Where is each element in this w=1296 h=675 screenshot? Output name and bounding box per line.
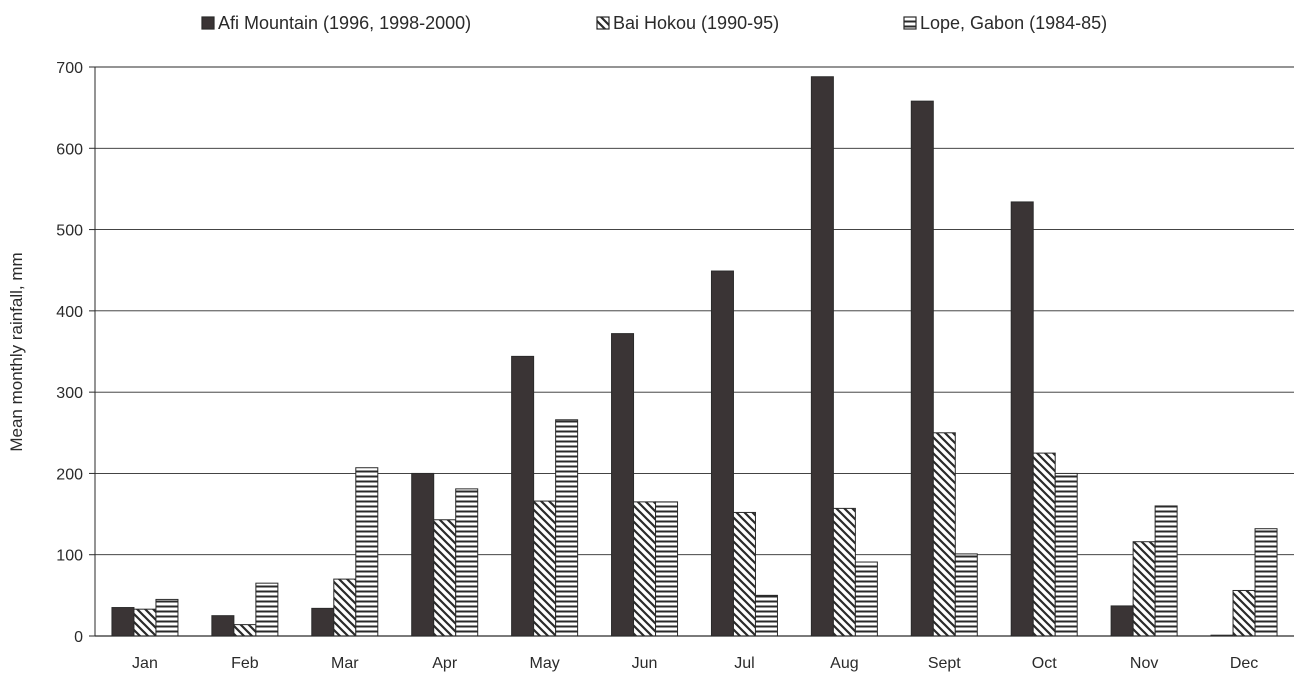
- legend-swatch-1: [201, 16, 215, 30]
- bar-oct-series-3: [1054, 472, 1078, 637]
- y-axis: 0 100 200 300 400 500 600 700: [56, 60, 96, 646]
- x-tick-label: Nov: [1130, 655, 1158, 672]
- bar-feb-series-2: [233, 624, 257, 637]
- bar-apr-series-1: [411, 472, 435, 637]
- legend-swatch-3: [903, 16, 917, 30]
- bar-jun-series-2: [633, 501, 657, 637]
- bar-jul-series-3: [754, 594, 778, 637]
- y-tick-label: 200: [56, 466, 83, 483]
- bar-jul-series-1: [710, 270, 734, 637]
- legend-label-1: Afi Mountain (1996, 1998-2000): [218, 13, 471, 33]
- bar-may-series-3: [555, 419, 579, 637]
- bar-may-series-2: [533, 500, 557, 637]
- x-tick-label: Jan: [132, 655, 158, 672]
- bar-jul-series-2: [732, 511, 756, 637]
- y-tick-label: 700: [56, 60, 83, 77]
- y-tick-label: 400: [56, 304, 83, 321]
- bar-jan-series-1: [111, 607, 135, 637]
- bar-apr-series-3: [455, 488, 479, 637]
- y-tick-label: 300: [56, 385, 83, 402]
- bar-dec-series-2: [1232, 589, 1256, 637]
- bar-nov-series-2: [1132, 541, 1156, 637]
- bar-sept-series-3: [954, 553, 978, 637]
- x-tick-label: Aug: [830, 655, 858, 672]
- bar-may-series-1: [511, 355, 535, 637]
- x-tick-label: May: [530, 655, 560, 672]
- legend-swatch-2: [596, 16, 610, 30]
- y-tick-label: 100: [56, 548, 83, 565]
- bar-mar-series-2: [333, 578, 357, 637]
- bar-dec-series-3: [1254, 528, 1278, 637]
- x-tick-label: Mar: [331, 655, 359, 672]
- bar-aug-series-3: [854, 561, 878, 637]
- x-tick-label: Jun: [632, 655, 658, 672]
- legend: Afi Mountain (1996, 1998-2000) Bai Hokou …: [201, 13, 1107, 33]
- bar-oct-series-2: [1032, 452, 1056, 637]
- bar-mar-series-1: [311, 607, 335, 637]
- bar-oct-series-1: [1010, 201, 1034, 637]
- x-tick-label: Sept: [928, 655, 961, 672]
- x-tick-label: Jul: [734, 655, 754, 672]
- bar-feb-series-3: [255, 582, 279, 637]
- x-tick-label: Dec: [1230, 655, 1258, 672]
- bar-jan-series-3: [155, 598, 179, 637]
- y-tick-label: 0: [74, 629, 83, 646]
- bar-nov-series-3: [1154, 505, 1178, 637]
- gridlines: [95, 66, 1294, 556]
- bar-nov-series-1: [1110, 605, 1134, 637]
- bar-mar-series-3: [355, 467, 379, 637]
- bar-jun-series-3: [655, 501, 679, 637]
- legend-label-2: Bai Hokou (1990-95): [613, 13, 779, 33]
- legend-label-3: Lope, Gabon (1984-85): [920, 13, 1107, 33]
- x-tick-label: Feb: [231, 655, 259, 672]
- bar-apr-series-2: [433, 519, 457, 637]
- x-axis: Jan Feb Mar Apr May Jun Jul Aug Sept Oct Nov Dec: [95, 635, 1294, 672]
- bar-sept-series-1: [910, 100, 934, 637]
- x-tick-label: Oct: [1032, 655, 1057, 672]
- bar-jan-series-2: [133, 608, 157, 637]
- y-tick-label: 500: [56, 223, 83, 240]
- y-tick-label: 600: [56, 141, 83, 158]
- bars: [111, 76, 1278, 637]
- bar-aug-series-1: [810, 76, 834, 637]
- x-tick-label: Apr: [432, 655, 458, 672]
- bar-aug-series-2: [832, 507, 856, 637]
- bar-sept-series-2: [932, 432, 956, 637]
- bar-feb-series-1: [211, 615, 235, 637]
- bar-jun-series-1: [611, 333, 635, 637]
- y-axis-title: Mean monthly rainfall, mm: [7, 252, 26, 451]
